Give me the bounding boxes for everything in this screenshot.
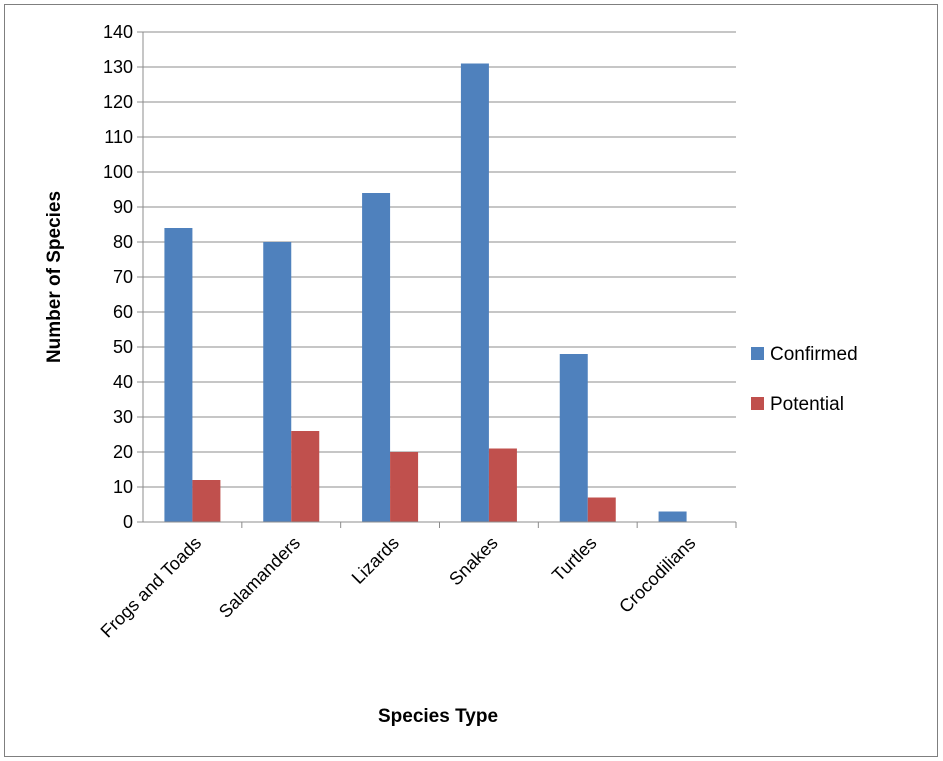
y-tick-label: 50	[113, 337, 133, 357]
x-tick-label: Turtles	[548, 533, 601, 586]
y-tick-label: 100	[103, 162, 133, 182]
legend-label-potential: Potential	[770, 394, 844, 415]
bar-potential-3	[488, 448, 517, 522]
y-tick-label: 80	[113, 232, 133, 252]
bar-confirmed-1	[263, 242, 292, 522]
gridlines	[143, 31, 736, 488]
y-tick-label: 30	[113, 407, 133, 427]
bar-potential-4	[587, 497, 616, 522]
y-tick-label: 40	[113, 372, 133, 392]
y-tick-label: 70	[113, 267, 133, 287]
bar-potential-1	[291, 431, 320, 522]
legend-label-confirmed: Confirmed	[770, 344, 858, 365]
legend-swatch-potential	[751, 397, 764, 410]
y-axis-title: Number of Species	[44, 191, 65, 363]
bar-confirmed-0	[164, 228, 193, 522]
y-tick-label: 10	[113, 477, 133, 497]
x-tick-label: Snakes	[445, 533, 502, 590]
y-tick-labels: 0 10 20 30 40 50 60 70 80 90 100 110 120 130 140	[103, 22, 133, 532]
y-tick-label: 0	[123, 512, 133, 532]
y-tick-label: 130	[103, 57, 133, 77]
y-tick-label: 90	[113, 197, 133, 217]
y-tick-label: 140	[103, 22, 133, 42]
bar-confirmed-5	[658, 511, 687, 522]
x-axis-title: Species Type	[378, 706, 498, 727]
y-tick-label: 110	[104, 127, 133, 147]
axes	[137, 31, 737, 528]
x-tick-label: Frogs and Toads	[97, 533, 206, 642]
y-tick-label: 120	[103, 92, 133, 112]
x-tick-labels: Frogs and Toads Salamanders Lizards Snakes T…	[97, 533, 700, 642]
bar-confirmed-4	[559, 354, 588, 522]
bar-potential-0	[192, 480, 221, 522]
legend-swatch-confirmed	[751, 347, 764, 360]
bar-potential-2	[390, 452, 419, 522]
x-tick-label: Crocodilians	[615, 533, 699, 617]
bar-confirmed-2	[362, 193, 391, 522]
bar-confirmed-3	[460, 63, 489, 522]
x-tick-label: Lizards	[348, 533, 403, 588]
legend: Confirmed Potential	[751, 344, 858, 415]
y-tick-label: 60	[113, 302, 133, 322]
y-tick-label: 20	[113, 442, 133, 462]
x-tick-label: Salamanders	[215, 533, 304, 622]
bars	[164, 63, 687, 522]
